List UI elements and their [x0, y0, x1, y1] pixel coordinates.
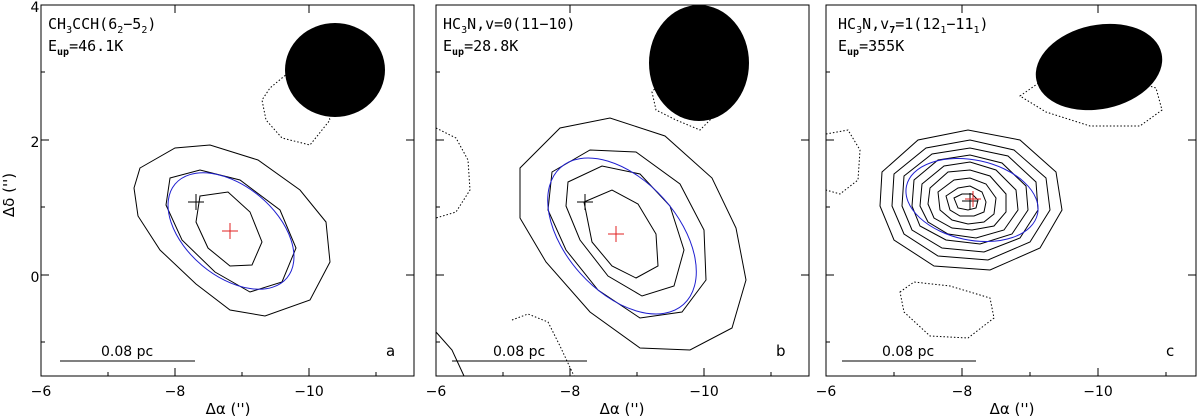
panel-b-contour-outer: [519, 117, 747, 351]
panel-a-ref-cross: [188, 194, 204, 210]
panel-a-ticks: [40, 4, 414, 376]
panel-c-contour-5: [919, 161, 1019, 239]
panel-a-contour-outer: [133, 144, 331, 317]
panel-a-frame: [40, 4, 415, 377]
panel-a-peak-cross: [222, 223, 238, 239]
y-tick-2: 2: [31, 135, 40, 151]
panel-c-contour-8: [945, 185, 987, 217]
panel-b-ref-cross: [577, 194, 593, 210]
panel-a-energy-label: Eup=46.1K: [48, 37, 123, 58]
panel-b: HC3N,v=0(11−10) Eup=28.8K 0.08 pc b −6 −…: [426, 4, 810, 418]
panel-b-beam: [649, 5, 749, 121]
panel-c-x-axis-label: Δα (''): [990, 400, 1035, 418]
panel-c-xtick-3: −10: [1083, 384, 1113, 400]
panel-c-xtick-2: −8: [952, 384, 973, 400]
y-axis-label: Δδ (''): [0, 173, 18, 217]
panel-b-xtick-3: −10: [689, 384, 719, 400]
panel-a-xtick-2: −8: [165, 384, 186, 400]
panel-c-peak-cross: [965, 191, 981, 207]
panel-b-x-axis-label: Δα (''): [600, 400, 645, 418]
panel-a-xtick-1: −6: [31, 384, 52, 400]
panel-c-contour-7: [937, 177, 997, 225]
panel-b-edge-contour: [435, 331, 465, 377]
panel-c-negative-contour-left: [825, 129, 861, 195]
panel-a-scalebar-label: 0.08 pc: [101, 344, 153, 360]
panel-a: CH3CCH(62−52) Eup=46.1K 0.08 pc a −6 −8 …: [31, 4, 415, 418]
panel-c-contour-6: [927, 169, 1007, 231]
panel-c-contours: [879, 129, 1063, 271]
panel-b-letter: b: [776, 342, 786, 360]
panel-c-contour-1: [879, 129, 1063, 271]
panel-b-ticks: [435, 4, 809, 376]
panel-b-scalebar-label: 0.08 pc: [493, 344, 545, 360]
panel-a-beam: [285, 23, 385, 117]
panel-a-fit-ellipse: [167, 172, 295, 290]
panel-b-negative-contour-top: [651, 72, 719, 131]
panel-b-molecule-label: HC3N,v=0(11−10): [443, 15, 575, 36]
panel-b-contour-inner1: [565, 165, 685, 297]
panel-c-scalebar-label: 0.08 pc: [882, 344, 934, 360]
panel-a-letter: a: [386, 342, 395, 360]
panel-c-contour-4: [911, 154, 1029, 245]
panel-c-molecule-label: HC3N,v7=1(121−111): [838, 15, 989, 36]
panel-c-beam: [1035, 23, 1163, 111]
panel-a-contour-inner: [195, 191, 263, 267]
panel-b-energy-label: Eup=28.8K: [443, 37, 518, 58]
panel-c-letter: c: [1166, 342, 1174, 360]
panel-a-xtick-3: −10: [294, 384, 324, 400]
panel-c-energy-label: Eup=355K: [838, 37, 904, 58]
panel-c-contour-9: [953, 193, 979, 211]
panel-a-molecule-label: CH3CCH(62−52): [48, 15, 156, 36]
panel-b-xtick-1: −6: [426, 384, 447, 400]
y-tick-0: 0: [31, 270, 40, 286]
panel-b-fit-ellipse: [547, 157, 697, 315]
panel-b-negative-contour-bottom: [511, 313, 575, 377]
panel-c-ref-cross: [962, 193, 978, 209]
panel-b-negative-contour-left: [435, 127, 471, 219]
panel-a-x-axis-label: Δα (''): [206, 400, 251, 418]
panel-c-negative-contour-bottom: [899, 281, 995, 339]
panel-b-contour-mid: [547, 149, 707, 319]
panel-c-ticks: [825, 4, 1196, 376]
panel-c-contour-3: [901, 147, 1039, 253]
y-tick-4: 4: [31, 0, 40, 16]
panel-c-contour-2: [891, 139, 1051, 261]
panel-b-peak-cross: [608, 226, 624, 242]
panel-b-frame: [435, 4, 810, 377]
panel-b-contour-inner2: [583, 189, 659, 279]
panel-c-xtick-1: −6: [816, 384, 837, 400]
panel-c-fit-ellipse: [905, 157, 1039, 243]
panel-c: HC3N,v7=1(121−111) Eup=355K 0.08 pc c −6…: [816, 4, 1197, 418]
panel-b-xtick-2: −8: [560, 384, 581, 400]
